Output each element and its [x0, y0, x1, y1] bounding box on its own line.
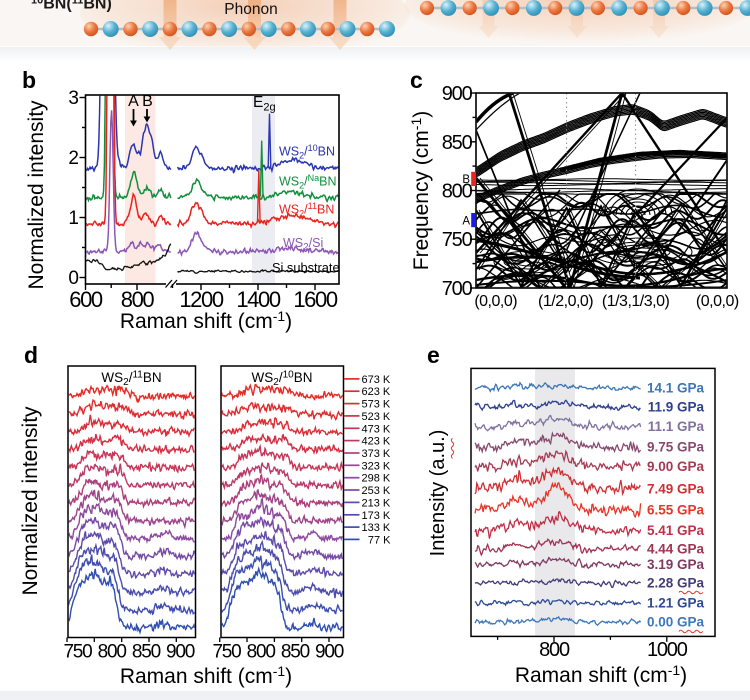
svg-text:600: 600 [69, 287, 103, 312]
svg-text:750: 750 [212, 642, 241, 663]
svg-text:WS2/11BN: WS2/11BN [101, 370, 161, 389]
svg-text:423 K: 423 K [362, 436, 391, 448]
svg-text:4.44 GPa: 4.44 GPa [647, 542, 705, 557]
svg-text:3.19 GPa: 3.19 GPa [647, 557, 705, 572]
svg-text:900: 900 [442, 83, 473, 105]
svg-text:373 K: 373 K [362, 448, 391, 460]
svg-text:2.28 GPa: 2.28 GPa [647, 576, 705, 591]
svg-text:Raman shift (cm-1): Raman shift (cm-1) [515, 662, 687, 687]
svg-text:(0,0,0): (0,0,0) [474, 293, 517, 310]
svg-text:1200: 1200 [179, 287, 224, 312]
svg-text:1000: 1000 [647, 639, 688, 661]
svg-text:Si substrate: Si substrate [272, 260, 340, 275]
svg-text:1400: 1400 [236, 287, 281, 312]
svg-text:(1/3,1/3,0): (1/3,1/3,0) [602, 293, 670, 310]
svg-text:173 K: 173 K [362, 510, 391, 522]
svg-text:473 K: 473 K [362, 423, 391, 435]
svg-text:2: 2 [68, 148, 79, 169]
svg-text:b: b [22, 67, 36, 93]
svg-text:133 K: 133 K [362, 522, 391, 534]
svg-text:900: 900 [166, 642, 195, 663]
svg-text:9.00 GPa: 9.00 GPa [647, 459, 705, 474]
svg-text:800: 800 [539, 639, 570, 661]
svg-text:Raman shift (cm-1): Raman shift (cm-1) [120, 308, 292, 333]
svg-text:9.75 GPa: 9.75 GPa [647, 439, 705, 454]
svg-text:WS2/10BN: WS2/10BN [279, 143, 335, 161]
svg-text:7.49 GPa: 7.49 GPa [647, 481, 705, 496]
svg-text:850: 850 [442, 132, 473, 154]
svg-text:0.00 GPa: 0.00 GPa [647, 615, 705, 630]
svg-text:WS2/10BN: WS2/10BN [252, 370, 313, 389]
svg-text:253 K: 253 K [362, 485, 391, 497]
svg-text:3: 3 [68, 88, 79, 109]
svg-text:700: 700 [442, 278, 473, 300]
svg-text:213 K: 213 K [362, 497, 391, 509]
svg-text:WS2/NaBN: WS2/NaBN [279, 173, 337, 191]
svg-text:11.9 GPa: 11.9 GPa [648, 400, 705, 415]
svg-text:800: 800 [442, 181, 473, 203]
svg-text:750: 750 [442, 229, 473, 251]
svg-text:673 K: 673 K [362, 374, 391, 386]
svg-text:1.21 GPa: 1.21 GPa [647, 595, 705, 610]
svg-text:d: d [24, 342, 38, 368]
svg-text:800: 800 [247, 642, 276, 663]
svg-text:A: A [462, 216, 470, 228]
svg-text:A: A [128, 93, 139, 110]
svg-text:(1/2,0,0): (1/2,0,0) [538, 293, 593, 310]
svg-text:523 K: 523 K [362, 411, 391, 423]
svg-text:Phonon: Phonon [224, 1, 277, 18]
svg-text:e: e [427, 342, 440, 368]
svg-text:Frequency (cm-1): Frequency (cm-1) [408, 111, 433, 271]
svg-text:6.55 GPa: 6.55 GPa [647, 503, 705, 518]
svg-text:0: 0 [68, 268, 79, 289]
svg-text:(0,0,0): (0,0,0) [696, 293, 739, 310]
svg-text:623 K: 623 K [362, 386, 391, 398]
svg-text:800: 800 [98, 642, 127, 663]
svg-text:WS2/Si: WS2/Si [283, 236, 323, 253]
svg-text:850: 850 [132, 642, 161, 663]
svg-text:11.1 GPa: 11.1 GPa [648, 419, 705, 434]
svg-text:Normalized intensity: Normalized intensity [19, 406, 42, 596]
svg-text:10BN(11BN): 10BN(11BN) [31, 0, 112, 13]
svg-text:323 K: 323 K [362, 460, 391, 472]
svg-text:750: 750 [63, 642, 92, 663]
svg-text:900: 900 [315, 642, 344, 663]
svg-text:298 K: 298 K [362, 473, 391, 485]
svg-text:1600: 1600 [293, 287, 338, 312]
svg-text:WS2/11BN: WS2/11BN [279, 201, 334, 219]
svg-text:850: 850 [281, 642, 310, 663]
svg-text:1: 1 [68, 208, 79, 229]
svg-text:Normalized intensity: Normalized intensity [25, 100, 48, 290]
svg-text:Intensity (a.u.): Intensity (a.u.) [427, 430, 449, 557]
svg-text:B: B [462, 174, 470, 186]
svg-text:800: 800 [121, 287, 155, 312]
svg-text:14.1 GPa: 14.1 GPa [647, 381, 705, 396]
svg-text:573 K: 573 K [362, 399, 391, 411]
svg-text:B: B [142, 93, 153, 110]
svg-text:5.41 GPa: 5.41 GPa [647, 523, 705, 538]
svg-text:Raman shift (cm-1): Raman shift (cm-1) [120, 663, 292, 688]
svg-text:c: c [410, 67, 423, 93]
svg-text:77 K: 77 K [368, 534, 391, 546]
